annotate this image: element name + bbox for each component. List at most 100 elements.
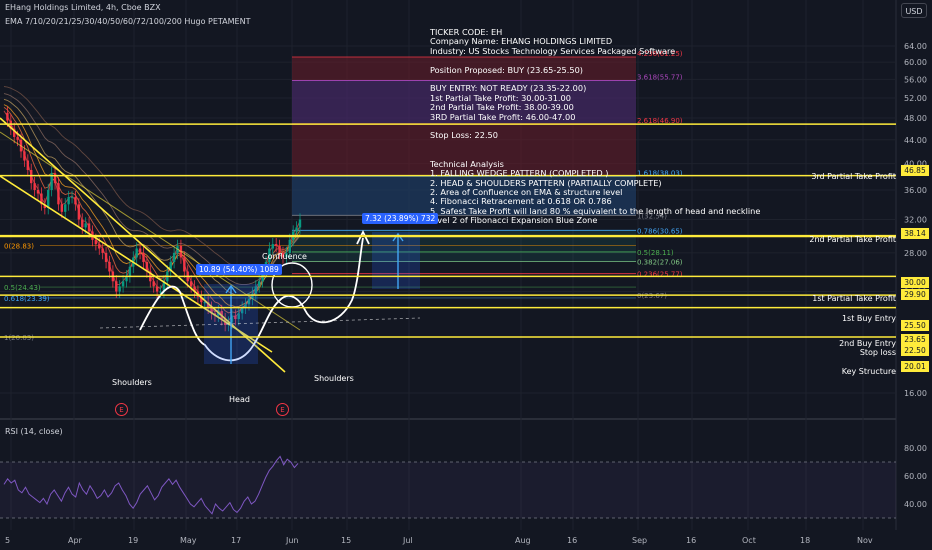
candle-body [271, 244, 274, 249]
candle-body [230, 315, 234, 323]
ext-zone-blue [292, 176, 636, 216]
candle-body [200, 296, 203, 303]
price-tick-label: 48.00 [904, 114, 927, 123]
measure-box-left: 10.89 (54.40%) 1089 [196, 264, 282, 275]
measure-arrowhead-right [392, 232, 404, 242]
candle-body [125, 276, 128, 282]
ext-level-label: 2.618(46.90) [637, 117, 683, 125]
candle-body [169, 262, 172, 272]
neckline [99, 317, 421, 329]
candle-body [295, 227, 298, 232]
wedge-upper-line [0, 175, 273, 353]
stop-price-tag: 22.50 [901, 345, 929, 356]
earnings-mark-1[interactable]: E [115, 403, 128, 416]
indicator-legend[interactable]: EMA 7/10/20/21/25/30/40/50/60/72/100/200… [5, 17, 251, 26]
tp1b-price-tag: 29.90 [901, 289, 929, 300]
candle-body [6, 112, 9, 121]
fib-level-label: 0.5(28.11) [637, 249, 674, 257]
candle-body [53, 173, 57, 184]
symbol-title[interactable]: EHang Holdings Limited, 4h, Cboe BZX [5, 3, 161, 12]
candle-body [162, 281, 166, 292]
fib-level-label: 0(23.67) [637, 292, 667, 300]
candle-body [254, 286, 257, 294]
measure-box-right: 7.32 (23.89%) 732 [362, 213, 439, 224]
candle-body [94, 239, 98, 245]
measure-area-right [372, 232, 420, 289]
ema-line [3, 86, 301, 271]
candle-body [30, 169, 33, 184]
price-tick-label: 52.00 [904, 94, 927, 103]
fib-level-label: 0.236(25.77) [637, 271, 683, 279]
price-tick-label: 60.00 [904, 58, 927, 67]
entry1-price-tag: 25.50 [901, 320, 929, 331]
rsi-legend[interactable]: RSI (14, close) [5, 427, 63, 436]
fib-level-label: 1(32.54) [637, 212, 667, 220]
rsi-tick-label: 60.00 [904, 472, 927, 481]
candle-body [152, 281, 155, 287]
candle-body [172, 252, 176, 263]
pattern-drawings [0, 117, 421, 373]
entry2-label: 2nd Buy Entry [839, 339, 896, 348]
currency-badge[interactable]: USD [901, 3, 927, 18]
candle-body [36, 190, 40, 194]
ema-line [3, 93, 301, 286]
ext-level-label: 3.618(55.77) [637, 73, 683, 81]
candle-body [16, 136, 19, 140]
confluence-label: Confluence [262, 252, 307, 261]
price-tick-label: 36.00 [904, 186, 927, 195]
price-tick-label: 44.00 [904, 136, 927, 145]
tp2-price-tag: 38.14 [901, 228, 929, 239]
candle-body [155, 286, 159, 292]
rsi-line [3, 455, 299, 515]
candle-body [74, 197, 77, 205]
earnings-mark-2[interactable]: E [276, 403, 289, 416]
candle-body [87, 223, 91, 232]
tp3-price-tag: 46.85 [901, 165, 929, 176]
candle-body [64, 204, 67, 212]
candle-body [70, 197, 74, 199]
candle-body [159, 291, 162, 293]
fib-extension-zone: 4.236(61.25) 3.618(55.77) 2.618(46.90) 1.61… [292, 50, 683, 216]
left-shoulder-label: Shoulders [112, 378, 152, 387]
candle-body [128, 266, 132, 277]
candle-body [268, 248, 271, 263]
time-tick-label: Jul [402, 536, 413, 545]
ema-line [3, 104, 301, 308]
wedge-mid-line [0, 131, 301, 331]
tp1a-price-tag: 30.00 [901, 277, 929, 288]
fib-level-label: 0.382(27.06) [637, 258, 683, 266]
right-shoulder-label: Shoulders [314, 374, 354, 383]
price-tick-label: 56.00 [904, 75, 927, 84]
candle-body [118, 286, 121, 292]
candle-body [257, 281, 261, 287]
candle-body [298, 219, 302, 228]
horizontal-levels [0, 123, 896, 338]
entry1-label: 1st Buy Entry [841, 314, 896, 323]
ext-level-label: 4.236(61.25) [637, 50, 683, 58]
axis-labels: 64.00 60.00 56.00 52.00 48.00 44.00 40.00 36.00… [5, 42, 927, 545]
time-tick-label: Aug [515, 536, 531, 545]
candle-body [183, 257, 186, 272]
rsi-tick-label: 40.00 [904, 500, 927, 509]
price-tick-label: 32.00 [904, 216, 927, 225]
candle-body [60, 204, 64, 212]
candle-body [84, 223, 87, 228]
candle-body [77, 204, 81, 220]
time-tick-label: 16 [686, 536, 696, 545]
projection-arrowhead [356, 229, 370, 245]
candle-body [81, 219, 84, 228]
candle-body [47, 190, 50, 209]
candle-body [142, 252, 145, 263]
price-tick-label: 64.00 [904, 42, 927, 51]
key-structure-label: Key Structure [841, 367, 896, 376]
candle-body [206, 302, 210, 308]
candle-body [33, 183, 36, 191]
candle-body [244, 304, 247, 308]
ext-zone-red-top [292, 56, 636, 81]
ext-zone-purple [292, 80, 636, 124]
candle-body [108, 262, 111, 272]
ext-zone-red [292, 123, 636, 177]
measure-arrowhead-left [225, 284, 237, 294]
rsi-band [0, 462, 896, 518]
